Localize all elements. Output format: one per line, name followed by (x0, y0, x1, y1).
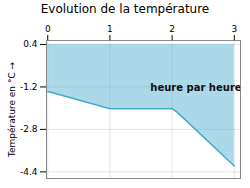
svg-text:heure par heure: heure par heure (150, 82, 241, 93)
html-text:Evolution de la température: Evolution de la température (40, 2, 210, 16)
svg-text:2: 2 (169, 24, 175, 34)
svg-text:0: 0 (45, 24, 51, 34)
svg-text:-4.4: -4.4 (20, 167, 38, 177)
svg-text:-2.8: -2.8 (20, 124, 38, 134)
svg-text:3: 3 (231, 24, 237, 34)
svg-text:0.4: 0.4 (23, 39, 38, 49)
svg-text:Température en °C →: Température en °C → (7, 61, 17, 158)
svg-text:-1.2: -1.2 (20, 82, 38, 92)
svg-text:1: 1 (107, 24, 113, 34)
